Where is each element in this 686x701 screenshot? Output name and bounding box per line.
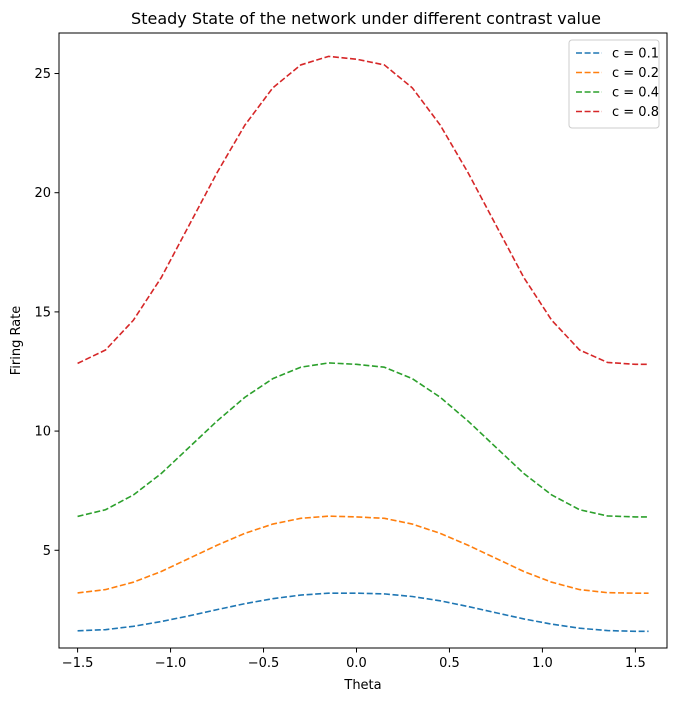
y-axis-label: Firing Rate (9, 306, 24, 376)
x-axis: −1.5 −1.0 −0.5 0.0 0.5 1.0 1.5 (62, 648, 646, 671)
y-tick-label: 10 (34, 425, 51, 440)
series-line-4 (77, 55, 649, 366)
legend-entry: c = 0.4 (612, 86, 659, 101)
legend-entry: c = 0.2 (612, 66, 659, 81)
x-tick-label: −0.5 (248, 656, 280, 671)
plot-area (77, 55, 649, 633)
legend-entry: c = 0.8 (612, 105, 659, 120)
x-tick-label: 0.5 (439, 656, 460, 671)
y-tick-label: 15 (34, 305, 51, 320)
series-line-1 (77, 592, 649, 633)
x-axis-label: Theta (343, 678, 381, 693)
y-tick-label: 20 (34, 186, 51, 201)
y-tick-label: 25 (34, 67, 51, 82)
chart-title: Steady State of the network under differ… (131, 9, 601, 28)
x-tick-label: −1.5 (62, 656, 94, 671)
legend: c = 0.1 c = 0.2 c = 0.4 c = 0.8 (568, 39, 660, 129)
x-tick-label: 1.0 (532, 656, 553, 671)
y-axis: 5 10 15 20 25 (34, 67, 59, 559)
x-tick-label: −1.0 (155, 656, 187, 671)
axes-frame (58, 32, 668, 649)
x-tick-label: 1.5 (625, 656, 646, 671)
legend-box (568, 39, 660, 129)
series-line-2 (77, 515, 649, 594)
y-tick-label: 5 (43, 544, 51, 559)
x-tick-label: 0.0 (346, 656, 367, 671)
legend-entry: c = 0.1 (612, 47, 659, 62)
series-line-3 (77, 362, 649, 518)
